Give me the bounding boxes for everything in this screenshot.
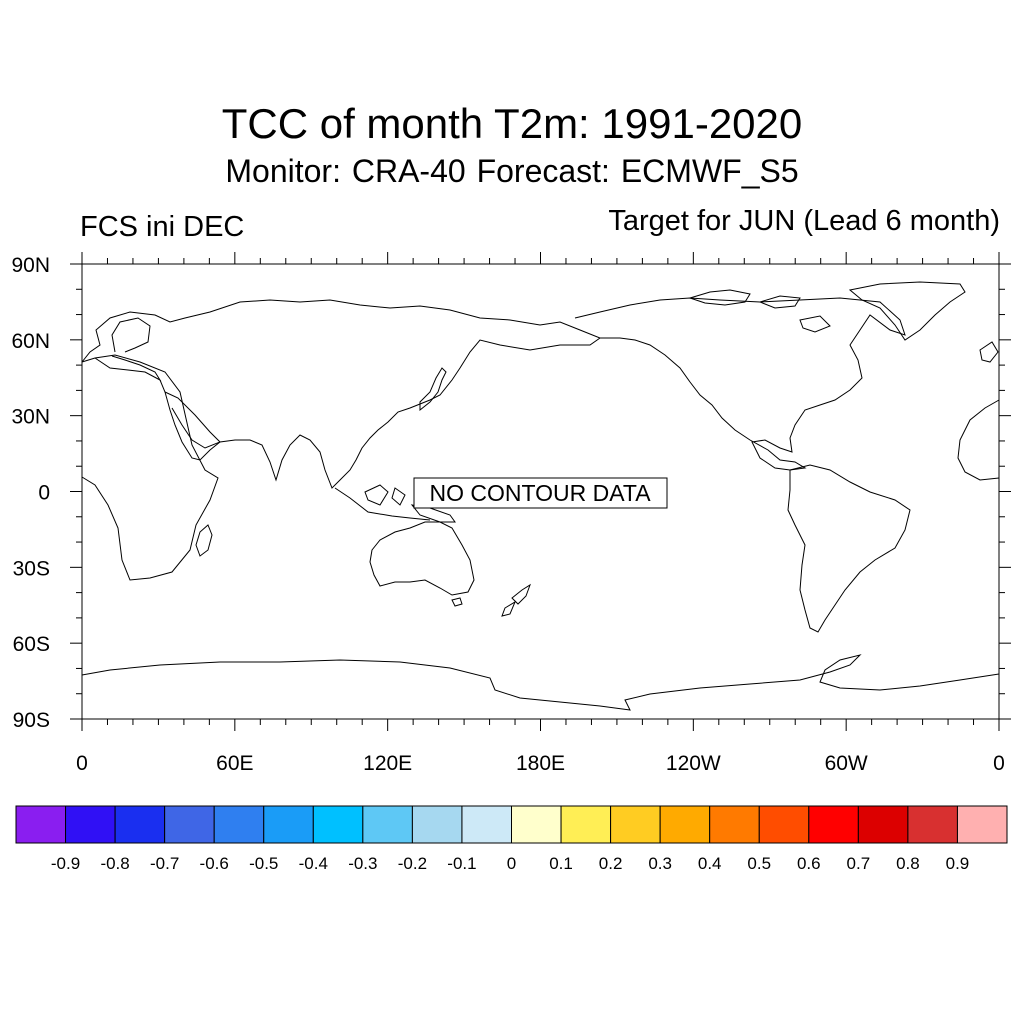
lon-label: 0 xyxy=(76,752,88,775)
colorbar-swatch xyxy=(312,805,364,844)
colorbar-swatch xyxy=(808,805,859,844)
colorbar-swatch xyxy=(411,805,463,844)
lat-label: 30N xyxy=(11,406,50,429)
colorbar-swatch xyxy=(65,805,116,844)
colorbar-swatch xyxy=(659,805,711,844)
colorbar-swatch xyxy=(362,805,413,844)
no-data-box xyxy=(413,477,668,509)
target-label: Target for JUN (Lead 6 month) xyxy=(608,205,1000,237)
lon-label: 120E xyxy=(363,752,412,775)
colorbar-label: -0.6 xyxy=(200,854,229,873)
no-data-label: NO CONTOUR DATA xyxy=(429,480,651,506)
lat-labels: 90N 60N 30N 0 30S 60S 90S xyxy=(11,254,50,732)
colorbar-label: 0 xyxy=(507,854,516,873)
coast-north-america xyxy=(574,297,906,471)
lat-label: 90S xyxy=(13,709,50,732)
colorbar-swatch xyxy=(560,805,612,844)
colorbar-swatch xyxy=(956,805,1008,844)
colorbar-labels: -0.9 -0.8 -0.7 -0.6 -0.5 -0.4 -0.3 -0.2 -0.1 0 0.1… xyxy=(51,854,969,873)
colorbar-swatch xyxy=(857,805,909,844)
colorbar-label: 0.3 xyxy=(648,854,672,873)
colorbar-swatch xyxy=(164,805,215,844)
colorbar-swatch xyxy=(114,805,166,844)
colorbar xyxy=(15,805,1008,844)
axis-ticks xyxy=(70,252,1011,731)
coast-uk xyxy=(979,341,999,363)
colorbar-swatch xyxy=(709,805,760,844)
colorbar-label: 0.1 xyxy=(549,854,573,873)
colorbar-label: 0.8 xyxy=(896,854,920,873)
colorbar-swatch xyxy=(15,805,67,844)
coast-greenland xyxy=(848,281,966,341)
colorbar-label: -0.7 xyxy=(150,854,179,873)
lat-label: 0 xyxy=(38,482,50,505)
lat-label: 60N xyxy=(11,330,50,353)
coast-indonesia xyxy=(334,484,431,521)
coast-antarctica xyxy=(81,654,1000,711)
coast-tasmania xyxy=(451,597,463,607)
coast-eurasia xyxy=(81,299,602,489)
colorbar-label: 0.2 xyxy=(599,854,623,873)
plot-title: TCC of month T2m: 1991-2020 xyxy=(221,100,803,147)
lon-label: 120W xyxy=(666,752,721,775)
coast-madagascar xyxy=(195,524,213,557)
colorbar-label: -0.5 xyxy=(249,854,278,873)
coast-africa xyxy=(81,354,219,581)
lat-label: 60S xyxy=(13,633,50,656)
colorbar-label: 0.7 xyxy=(847,854,871,873)
colorbar-swatch xyxy=(907,805,958,844)
coast-arctic-islands xyxy=(688,289,831,333)
colorbar-label: 0.9 xyxy=(946,854,970,873)
colorbar-label: -0.4 xyxy=(299,854,328,873)
plot-subtitle: Monitor: CRA-40 Forecast: ECMWF_S5 xyxy=(225,153,799,189)
coast-new-zealand xyxy=(501,583,531,617)
coast-scandinavia xyxy=(111,317,151,353)
lon-label: 60W xyxy=(825,752,868,775)
colorbar-label: 0.4 xyxy=(698,854,722,873)
colorbar-swatch xyxy=(610,805,661,844)
lon-label: 0 xyxy=(993,752,1005,775)
coast-arabia xyxy=(164,391,221,449)
colorbar-swatch xyxy=(461,805,513,844)
coast-australia xyxy=(369,521,475,596)
colorbar-swatch xyxy=(263,805,314,844)
coast-west-africa xyxy=(957,399,1000,481)
colorbar-label: -0.3 xyxy=(348,854,377,873)
colorbar-label: -0.1 xyxy=(447,854,476,873)
colorbar-swatch xyxy=(511,805,562,844)
coast-europe-south xyxy=(94,355,162,382)
colorbar-label: -0.9 xyxy=(51,854,80,873)
coast-south-america xyxy=(787,464,911,633)
lon-label: 180E xyxy=(516,752,565,775)
colorbar-swatch xyxy=(213,805,265,844)
colorbar-label: -0.8 xyxy=(100,854,129,873)
init-label: FCS ini DEC xyxy=(80,211,245,243)
coast-japan xyxy=(419,367,447,412)
lat-label: 30S xyxy=(13,557,50,580)
colorbar-swatch xyxy=(758,805,810,844)
colorbar-label: 0.6 xyxy=(797,854,821,873)
colorbar-label: -0.2 xyxy=(398,854,427,873)
lon-labels: 0 60E 120E 180E 120W 60W 0 xyxy=(76,752,1005,775)
colorbar-label: 0.5 xyxy=(747,854,771,873)
lon-label: 60E xyxy=(216,752,253,775)
lat-label: 90N xyxy=(11,254,50,277)
